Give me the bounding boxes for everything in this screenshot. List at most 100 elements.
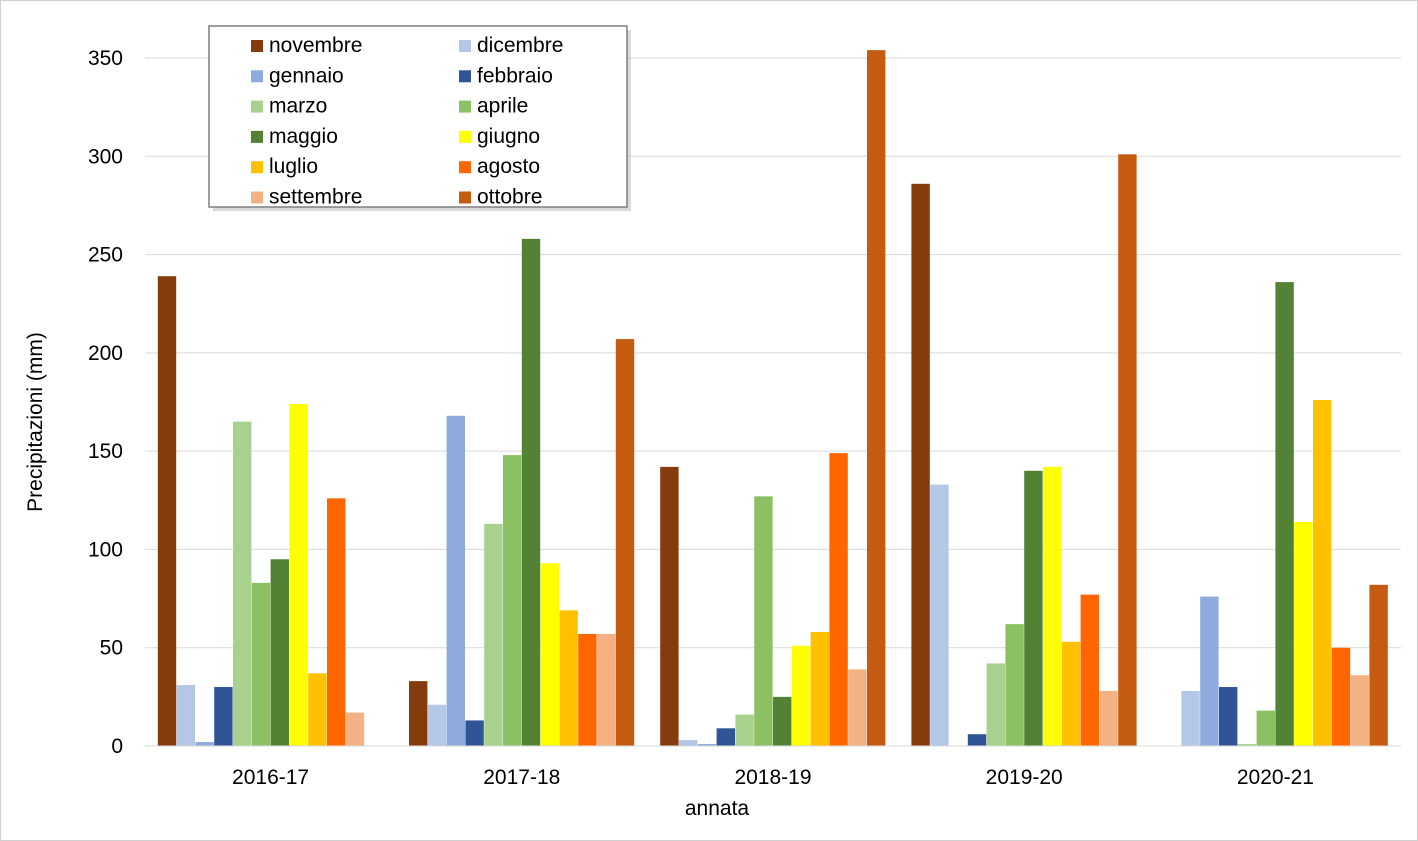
bar-maggio-2017-18 [521, 238, 541, 747]
bar-ottobre-2019-20 [1118, 154, 1137, 746]
legend-label-aprile: aprile [477, 95, 528, 118]
bar-settembre-2018-19 [848, 669, 867, 746]
legend-swatch-luglio [251, 161, 263, 174]
bar-agosto-2016-17 [327, 498, 346, 746]
bar-luglio-2020-21 [1313, 400, 1332, 746]
bar-aprile-2020-21 [1256, 710, 1275, 746]
legend-label-novembre: novembre [269, 34, 362, 57]
legend-swatch-ottobre [459, 191, 471, 204]
bar-dicembre-2016-17 [176, 685, 195, 746]
legend-label-agosto: agosto [477, 155, 540, 178]
x-tick-label: 2019-20 [986, 766, 1063, 789]
bar-febbraio-2017-18 [465, 720, 484, 746]
bar-novembre-2017-18 [409, 681, 428, 746]
bar-aprile-2018-19 [754, 496, 773, 746]
y-axis-title: Precipitazioni (mm) [24, 332, 47, 512]
bar-febbraio-2016-17 [214, 687, 233, 746]
legend-swatch-giugno [459, 130, 471, 143]
y-tick-label: 100 [88, 538, 123, 561]
x-tick-labels: 2016-17 2017-18 2018-19 2019-20 2020-21 [232, 766, 1314, 789]
bar-luglio-2019-20 [1061, 641, 1081, 746]
bar-marzo-2018-19 [735, 714, 754, 746]
bar-maggio-2018-19 [773, 696, 792, 746]
bar-novembre-2018-19 [660, 466, 679, 746]
bar-novembre-2016-17 [157, 276, 177, 746]
legend-swatch-dicembre [459, 40, 471, 52]
bar-maggio-2019-20 [1024, 470, 1043, 746]
legend-label-febbraio: febbraio [477, 64, 553, 87]
bar-luglio-2016-17 [308, 673, 327, 746]
bar-aprile-2016-17 [251, 582, 271, 746]
x-axis-title: annata [685, 797, 750, 820]
bar-agosto-2019-20 [1080, 594, 1099, 746]
bar-febbraio-2018-19 [716, 728, 735, 746]
legend-swatch-novembre [251, 40, 263, 52]
bar-maggio-2016-17 [270, 559, 289, 746]
bar-gennaio-2020-21 [1200, 596, 1219, 746]
legend-swatch-febbraio [459, 70, 471, 83]
bar-maggio-2020-21 [1275, 282, 1294, 746]
legend-label-gennaio: gennaio [269, 64, 344, 87]
bar-dicembre-2020-21 [1181, 690, 1200, 746]
bar-dicembre-2019-20 [930, 484, 949, 746]
legend-label-marzo: marzo [269, 95, 327, 118]
y-tick-label: 150 [88, 440, 123, 463]
bar-giugno-2019-20 [1043, 466, 1062, 746]
y-tick-label: 50 [100, 637, 123, 660]
legend-swatch-marzo [251, 100, 263, 113]
bar-luglio-2017-18 [559, 610, 578, 746]
legend-label-giugno: giugno [477, 125, 540, 148]
legend: novembre dicembre gennaio febbraio marzo apri… [208, 25, 631, 211]
bar-agosto-2020-21 [1331, 647, 1351, 746]
bar-novembre-2019-20 [911, 183, 930, 746]
y-tick-label: 300 [88, 145, 123, 168]
bar-aprile-2019-20 [1005, 624, 1024, 746]
legend-swatch-agosto [459, 161, 471, 174]
y-tick-labels: 0 50 100 150 200 250 300 350 [88, 47, 123, 758]
y-tick-label: 0 [111, 735, 123, 758]
legend-swatch-settembre [251, 191, 263, 204]
legend-swatch-gennaio [251, 70, 263, 83]
bar-agosto-2018-19 [829, 453, 848, 746]
legend-label-maggio: maggio [269, 125, 338, 148]
y-tick-label: 350 [88, 47, 123, 70]
bar-settembre-2016-17 [345, 712, 365, 746]
bar-febbraio-2019-20 [967, 734, 987, 746]
legend-label-ottobre: ottobre [477, 186, 542, 209]
bar-gennaio-2017-18 [446, 415, 465, 746]
bar-agosto-2017-18 [578, 633, 597, 746]
x-tick-label: 2020-21 [1237, 766, 1314, 789]
bar-dicembre-2017-18 [427, 704, 447, 746]
legend-label-settembre: settembre [269, 186, 362, 209]
legend-box [208, 25, 628, 208]
bar-febbraio-2020-21 [1219, 687, 1238, 746]
legend-swatch-maggio [251, 130, 263, 143]
x-tick-label: 2017-18 [483, 766, 560, 789]
bar-settembre-2020-21 [1350, 675, 1369, 746]
bars [157, 50, 1388, 747]
bar-ottobre-2018-19 [867, 50, 886, 746]
bar-giugno-2017-18 [540, 563, 559, 746]
bar-giugno-2016-17 [289, 403, 308, 746]
legend-label-luglio: luglio [269, 155, 318, 178]
bar-gennaio-2018-19 [697, 744, 717, 746]
bar-marzo-2017-18 [484, 523, 503, 746]
bar-giugno-2020-21 [1294, 521, 1313, 746]
bar-dicembre-2018-19 [679, 740, 698, 746]
bar-marzo-2020-21 [1237, 744, 1257, 746]
bar-aprile-2017-18 [503, 455, 522, 746]
bar-settembre-2019-20 [1099, 690, 1118, 746]
y-tick-label: 200 [88, 342, 123, 365]
bar-gennaio-2016-17 [195, 742, 214, 746]
bar-giugno-2018-19 [791, 645, 811, 746]
legend-swatch-aprile [459, 100, 471, 113]
bar-settembre-2017-18 [597, 633, 616, 746]
bar-marzo-2016-17 [233, 421, 252, 746]
bar-ottobre-2017-18 [615, 339, 635, 746]
x-tick-label: 2016-17 [232, 766, 309, 789]
bar-luglio-2018-19 [810, 631, 829, 746]
bar-marzo-2019-20 [986, 663, 1005, 746]
x-tick-label: 2018-19 [734, 766, 811, 789]
